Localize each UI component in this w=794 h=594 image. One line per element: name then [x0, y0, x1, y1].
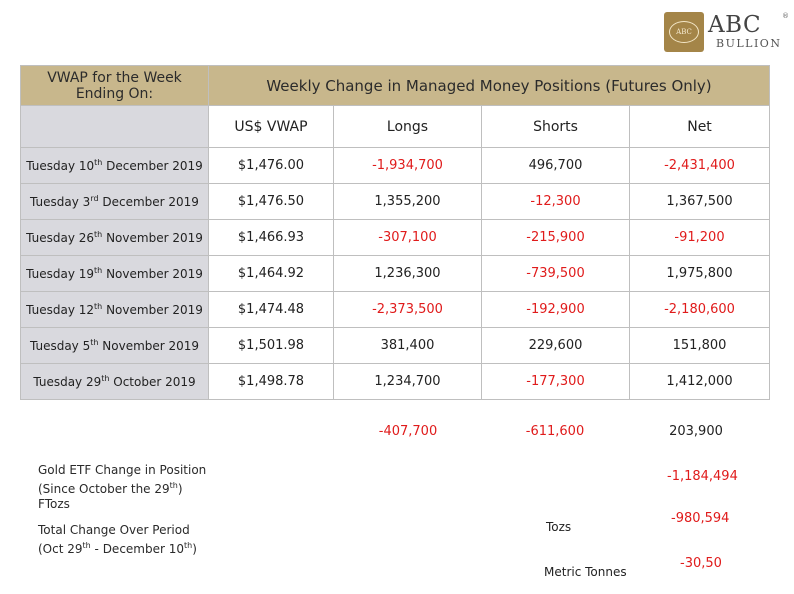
table-header-top-row: VWAP for the Week Ending On: Weekly Chan… [20, 65, 771, 106]
col-header-vwap: US$ VWAP [208, 105, 334, 148]
row-date-cell: Tuesday 12th November 2019 [20, 291, 209, 328]
col-header-net: Net [628, 105, 771, 148]
period-label-line1: Total Change Over Period [38, 523, 190, 537]
table-row: Tuesday 5th November 2019 $1,501.98 381,40… [20, 327, 771, 364]
row-net-cell: 1,367,500 [628, 183, 771, 220]
logo-emblem: ABC [664, 12, 704, 52]
column-header-row: US$ VWAP Longs Shorts Net [20, 105, 771, 148]
etf-label-line3: FTozs [38, 497, 70, 511]
row-date-cell: Tuesday 26th November 2019 [20, 219, 209, 256]
table-row: Tuesday 12th November 2019 $1,474.48 -2,37… [20, 291, 771, 328]
abc-bullion-logo: ABC ABC ® BULLION [664, 12, 789, 54]
etf-value: -1,184,494 [667, 469, 738, 484]
row-net-cell: 1,975,800 [628, 255, 771, 292]
row-net-cell: -2,180,600 [628, 291, 771, 328]
table-row: Tuesday 10th December 2019 $1,476.00 -1,93… [20, 147, 771, 184]
row-vwap-cell: $1,501.98 [208, 327, 334, 364]
row-longs-cell: 1,355,200 [333, 183, 482, 220]
table-row: Tuesday 29th October 2019 $1,498.78 1,234,… [20, 363, 771, 400]
row-vwap-cell: $1,498.78 [208, 363, 334, 400]
row-longs-cell: 1,234,700 [333, 363, 482, 400]
col-header-longs: Longs [333, 105, 482, 148]
row-longs-cell: -1,934,700 [333, 147, 482, 184]
logo-name-bottom: BULLION [716, 37, 782, 50]
row-date-cell: Tuesday 19th November 2019 [20, 255, 209, 292]
row-shorts-cell: -12,300 [481, 183, 630, 220]
row-longs-cell: -307,100 [333, 219, 482, 256]
vwap-week-header: VWAP for the Week Ending On: [20, 65, 209, 106]
row-net-cell: -91,200 [628, 219, 771, 256]
table-row: Tuesday 26th November 2019 $1,466.93 -307,… [20, 219, 771, 256]
col-header-shorts: Shorts [481, 105, 630, 148]
row-vwap-cell: $1,476.50 [208, 183, 334, 220]
cot-positions-table: VWAP for the Week Ending On: Weekly Chan… [20, 65, 771, 400]
row-net-cell: -2,431,400 [628, 147, 771, 184]
row-date-cell: Tuesday 29th October 2019 [20, 363, 209, 400]
etf-label: Gold ETF Change in Position (Since Octob… [38, 463, 206, 512]
row-shorts-cell: -215,900 [481, 219, 630, 256]
row-date-cell: Tuesday 5th November 2019 [20, 327, 209, 364]
row-shorts-cell: 496,700 [481, 147, 630, 184]
table-row: Tuesday 3rd December 2019 $1,476.50 1,355,… [20, 183, 771, 220]
tozs-value: -980,594 [671, 511, 730, 526]
etf-label-line1: Gold ETF Change in Position [38, 463, 207, 477]
row-net-cell: 1,412,000 [628, 363, 771, 400]
row-shorts-cell: -177,300 [481, 363, 630, 400]
period-label-line2: (Oct 29th - December 10th) [38, 541, 197, 556]
table-row: Tuesday 19th November 2019 $1,464.92 1,236… [20, 255, 771, 292]
row-vwap-cell: $1,476.00 [208, 147, 334, 184]
period-label: Total Change Over Period (Oct 29th - Dec… [38, 523, 197, 557]
total-shorts: -611,600 [525, 424, 585, 439]
row-vwap-cell: $1,464.92 [208, 255, 334, 292]
total-longs: -407,700 [378, 424, 438, 439]
logo-oval-text: ABC [669, 21, 699, 43]
row-shorts-cell: -192,900 [481, 291, 630, 328]
row-longs-cell: -2,373,500 [333, 291, 482, 328]
row-date-cell: Tuesday 10th December 2019 [20, 147, 209, 184]
row-vwap-cell: $1,466.93 [208, 219, 334, 256]
etf-label-line2: (Since October the 29th) [38, 481, 183, 496]
tonnes-label: Metric Tonnes [544, 565, 627, 579]
logo-registered-mark: ® [782, 12, 789, 20]
row-shorts-cell: -739,500 [481, 255, 630, 292]
row-shorts-cell: 229,600 [481, 327, 630, 364]
row-vwap-cell: $1,474.48 [208, 291, 334, 328]
row-net-cell: 151,800 [628, 327, 771, 364]
row-longs-cell: 1,236,300 [333, 255, 482, 292]
row-date-cell: Tuesday 3rd December 2019 [20, 183, 209, 220]
logo-name-top: ABC [708, 12, 762, 38]
tonnes-value: -30,50 [680, 556, 722, 571]
total-net: 203,900 [669, 424, 723, 439]
tozs-label: Tozs [546, 520, 572, 534]
blank-header-cell [20, 105, 209, 148]
row-longs-cell: 381,400 [333, 327, 482, 364]
weekly-change-header: Weekly Change in Managed Money Positions… [207, 65, 771, 106]
